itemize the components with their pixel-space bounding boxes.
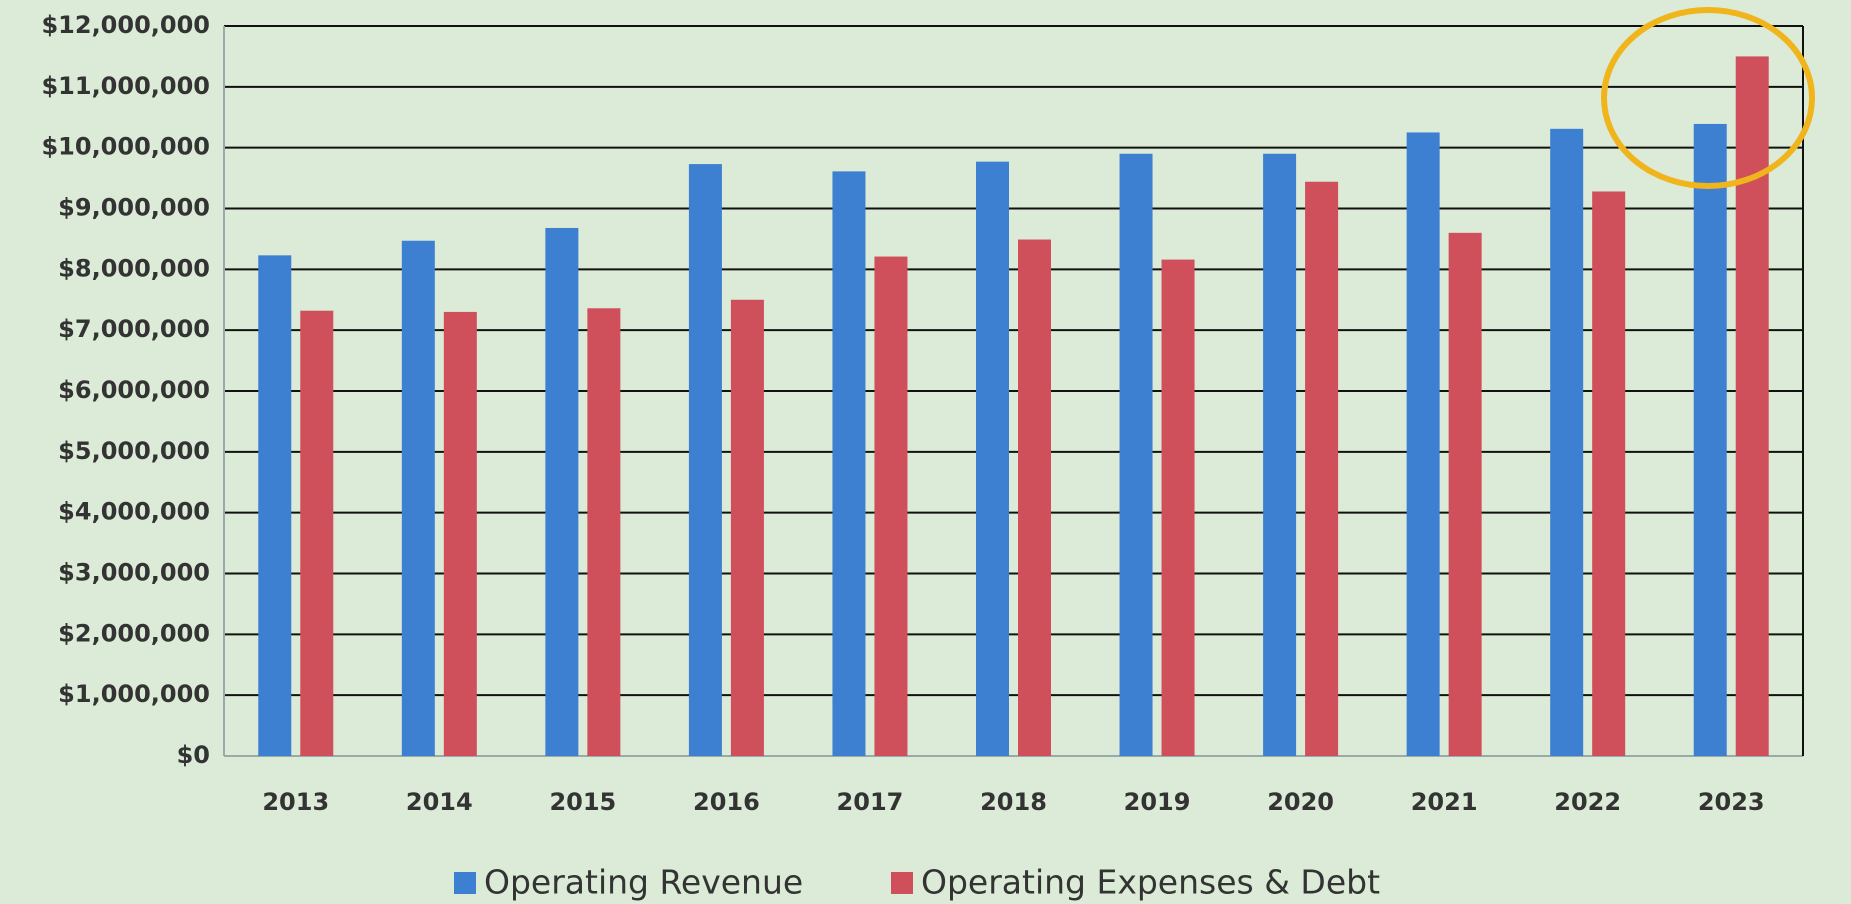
y-tick-label: $2,000,000	[58, 619, 210, 647]
y-tick-label: $7,000,000	[58, 315, 210, 343]
bar	[688, 164, 722, 756]
x-tick-label: 2021	[1411, 788, 1478, 816]
bar	[1448, 232, 1482, 757]
x-tick-label: 2017	[837, 788, 904, 816]
y-tick-label: $0	[177, 741, 210, 769]
y-tick-label: $11,000,000	[41, 72, 210, 100]
legend-label: Operating Revenue	[484, 863, 803, 902]
x-tick-label: 2019	[1124, 788, 1191, 816]
bar	[1119, 153, 1153, 756]
x-tick-label: 2022	[1554, 788, 1621, 816]
bar	[874, 256, 908, 756]
y-tick-label: $9,000,000	[58, 194, 210, 222]
bar	[401, 240, 435, 756]
highlight-circle	[1601, 7, 1815, 189]
bar	[1550, 128, 1584, 756]
bar	[1018, 239, 1051, 756]
y-tick-label: $10,000,000	[41, 133, 210, 161]
legend-swatch	[454, 872, 476, 894]
x-tick-label: 2023	[1698, 788, 1765, 816]
y-tick-label: $8,000,000	[58, 254, 210, 282]
bar	[976, 161, 1009, 757]
x-tick-label: 2013	[262, 788, 329, 816]
bar	[300, 310, 334, 756]
x-tick-label: 2018	[980, 788, 1047, 816]
x-tick-label: 2014	[406, 788, 473, 816]
bar	[1592, 191, 1626, 756]
bar	[1161, 259, 1195, 756]
legend-swatch	[891, 872, 913, 894]
y-tick-label: $5,000,000	[58, 437, 210, 465]
legend-label: Operating Expenses & Debt	[921, 863, 1380, 902]
y-tick-label: $1,000,000	[58, 680, 210, 708]
bar	[832, 171, 866, 756]
x-tick-label: 2015	[549, 788, 616, 816]
x-tick-label: 2020	[1267, 788, 1334, 816]
y-tick-label: $3,000,000	[58, 559, 210, 587]
y-tick-label: $12,000,000	[41, 11, 210, 39]
bar	[1735, 56, 1769, 756]
bar	[1693, 123, 1727, 757]
bar	[258, 255, 292, 756]
y-tick-label: $6,000,000	[58, 376, 210, 404]
bar	[1263, 153, 1297, 756]
bar	[587, 308, 621, 756]
bar	[545, 227, 579, 756]
y-tick-label: $4,000,000	[58, 498, 210, 526]
bar	[443, 311, 477, 756]
bar	[1305, 181, 1339, 756]
plot: $0 $1,000,000 $2,000,000 $3,000,000 $4,000,0…	[41, 11, 1804, 902]
bar	[730, 299, 764, 756]
bar	[1406, 132, 1440, 757]
x-tick-label: 2016	[693, 788, 760, 816]
